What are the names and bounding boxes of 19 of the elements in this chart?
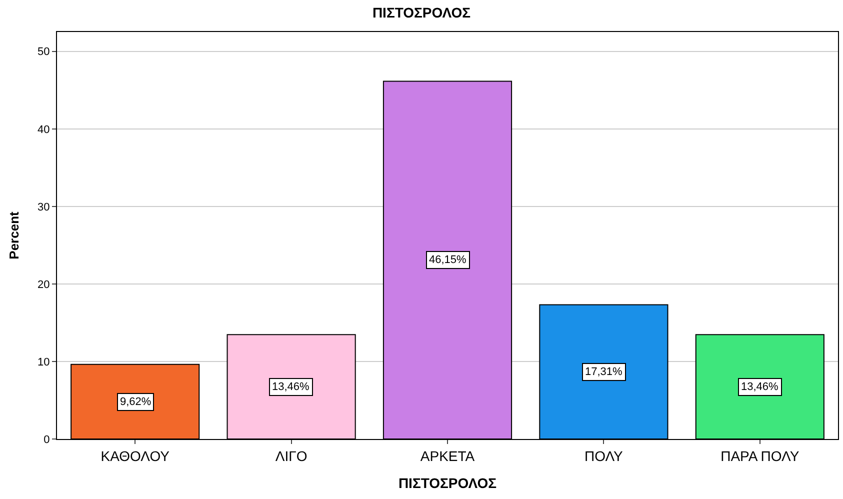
y-tick-label: 50 [38,46,50,58]
x-tick-label: ΚΑΘΟΛΟΥ [100,448,170,464]
data-label: 13,46% [272,381,310,393]
y-tick-label: 0 [44,434,50,446]
y-axis-title: Percent [6,210,22,260]
data-label: 9,62% [120,396,152,408]
y-tick-label: 40 [38,124,50,136]
x-tick-label: ΑΡΚΕΤΑ [420,448,476,464]
y-tick-label: 30 [38,201,50,214]
y-tick-label: 20 [38,278,50,291]
x-tick-label: ΠΟΛΥ [584,448,624,464]
x-tick-label: ΠΑΡΑ ΠΟΛΥ [720,448,800,464]
y-tick-label: 10 [38,356,50,368]
x-axis-title: ΠΙΣΤΟΣΡΟΛΟΣ [398,475,497,492]
x-tick-label: ΛΙΓΟ [275,448,308,464]
chart-title: ΠΙΣΤΟΣΡΟΛΟΣ [372,4,471,20]
data-label: 13,46% [741,381,779,393]
data-label: 17,31% [585,366,623,378]
data-label: 46,15% [429,254,467,266]
